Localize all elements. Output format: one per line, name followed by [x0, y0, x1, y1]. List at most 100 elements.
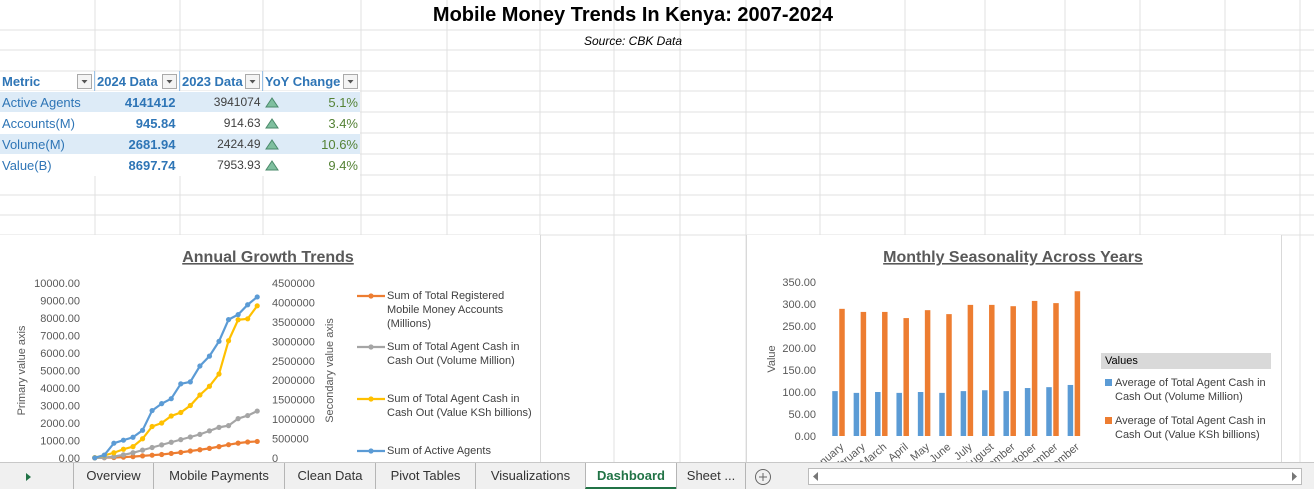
sheet-tab[interactable]: Mobile Payments: [153, 463, 284, 489]
series-marker: [149, 407, 155, 414]
series-marker: [159, 401, 165, 407]
y-tick-label: 350.00: [782, 277, 816, 289]
scroll-right[interactable]: [1289, 471, 1299, 482]
bar: [917, 392, 924, 436]
sheet-tab[interactable]: Clean Data: [284, 463, 375, 489]
series-marker: [139, 427, 146, 433]
sheet-tab[interactable]: Sheet ...: [676, 463, 745, 489]
cell-text: 4141412: [124, 94, 176, 110]
bar: [853, 392, 860, 436]
series-marker: [120, 437, 127, 443]
table-cell: 2681.94: [94, 133, 180, 155]
legend-title: Values: [1101, 353, 1271, 369]
table-row: Volume(M) 2681.94 2424.49 10.6%: [0, 133, 360, 155]
sheet-title: Mobile Money Trends In Kenya: 2007-2024: [432, 4, 834, 26]
up-arrow-icon-svg: [264, 97, 279, 108]
series-marker: [101, 452, 107, 458]
y-tick-label: 1000.00: [40, 436, 80, 448]
series-marker: [120, 452, 127, 458]
series-marker: [187, 379, 193, 385]
chart-title: Annual Growth Trends: [182, 249, 354, 266]
filter-button[interactable]: [77, 74, 92, 89]
bar-chart[interactable]: Monthly Seasonality Across Years 0.00 50.0…: [746, 235, 1282, 462]
up-arrow-icon-svg: [264, 139, 279, 150]
series-marker: [168, 413, 174, 419]
up-arrow-icon: [264, 159, 279, 174]
sheet-tab[interactable]: Pivot Tables: [375, 463, 475, 489]
series-marker: [225, 338, 232, 344]
bar: [946, 314, 952, 436]
cell-text: Value(B): [2, 157, 52, 173]
legend-marker: [368, 344, 374, 350]
up-arrow-icon: [264, 138, 279, 153]
cell-text: Active Agents: [2, 94, 81, 110]
series-marker: [235, 312, 241, 318]
scroll-left[interactable]: [811, 471, 821, 482]
tab-separator: [745, 463, 746, 489]
filter-button[interactable]: [343, 74, 358, 89]
series-marker: [206, 428, 213, 434]
cell-text: 2424.49: [217, 137, 261, 151]
series-marker: [178, 409, 184, 416]
up-arrow-icon-svg: [264, 118, 279, 129]
table-row: Accounts(M) 945.84 914.63 3.4%: [0, 112, 360, 134]
legend-label: Sum of Total Registered Mobile Money Acc…: [387, 290, 505, 330]
series-marker: [130, 444, 136, 450]
cell-text: 914.63: [223, 116, 261, 130]
series-marker: [149, 452, 155, 458]
y-tick-label: 200.00: [782, 343, 816, 355]
cell-text: Volume(M): [2, 136, 65, 152]
bar: [882, 311, 888, 436]
sheet-tab[interactable]: Dashboard: [585, 463, 676, 489]
series-marker: [225, 423, 232, 429]
y-tick-label: 2000.00: [40, 418, 80, 430]
table-cell: Active Agents: [0, 91, 95, 113]
legend-marker: [368, 396, 374, 402]
legend-label: Sum of Active Agents: [387, 445, 491, 457]
legend-marker: [368, 293, 374, 299]
chart-title: Monthly Seasonality Across Years: [883, 249, 1143, 266]
sheet-tab-bar: Overview Mobile Payments Clean Data Pivot T…: [0, 462, 1314, 489]
series-marker: [139, 447, 146, 453]
add-sheet[interactable]: [753, 467, 773, 487]
y2-tick-label: 2000000: [272, 375, 315, 387]
y-tick-label: 8000.00: [40, 313, 80, 325]
y-tick-label: 7000.00: [40, 331, 80, 343]
series-marker: [197, 431, 203, 437]
scroll-tabs-right[interactable]: [22, 471, 34, 483]
bar: [839, 308, 845, 436]
line-chart[interactable]: Annual Growth Trends 0.00 1000.00 2000.00 30…: [0, 235, 541, 462]
y-tick-label: 5000.00: [40, 366, 80, 378]
filter-button[interactable]: [245, 74, 260, 89]
y-tick-label: 4000.00: [40, 383, 80, 395]
bar: [924, 310, 931, 436]
y-tick-label: 9000.00: [40, 296, 80, 308]
sheet-tab[interactable]: Visualizations: [475, 463, 585, 489]
filter-button[interactable]: [162, 74, 177, 89]
sheet-tab[interactable]: Overview: [73, 463, 153, 489]
bar: [939, 392, 945, 436]
legend-label: Average of Total Agent Cash in Cash Out …: [1115, 377, 1266, 403]
header-text: YoY Change: [265, 73, 341, 89]
series-marker: [245, 412, 251, 419]
column-header: 2023 Data: [179, 71, 263, 92]
y2-tick-label: 500000: [272, 434, 309, 446]
y2-axis-title: Secondary value axis: [324, 318, 336, 423]
series-marker: [197, 447, 203, 453]
legend-swatch: [1105, 379, 1112, 386]
up-arrow-icon: [264, 96, 279, 111]
y-axis-title: Primary value axis: [16, 325, 28, 415]
table-cell: 5.1%: [262, 91, 360, 113]
series-marker: [130, 434, 136, 440]
horizontal-scrollbar[interactable]: [808, 468, 1302, 485]
table-row: Value(B) 8697.74 7953.93 9.4%: [0, 154, 360, 176]
cell-text: 3941074: [213, 95, 261, 109]
series-marker: [139, 436, 146, 442]
cell-text: 8697.74: [128, 157, 176, 173]
bar: [967, 304, 974, 436]
table-cell: 3.4%: [262, 112, 360, 134]
filter-arrow: [249, 80, 256, 84]
cell-text: 3.4%: [328, 115, 358, 131]
x-tick-label: April: [886, 441, 911, 462]
series-marker: [159, 451, 165, 458]
